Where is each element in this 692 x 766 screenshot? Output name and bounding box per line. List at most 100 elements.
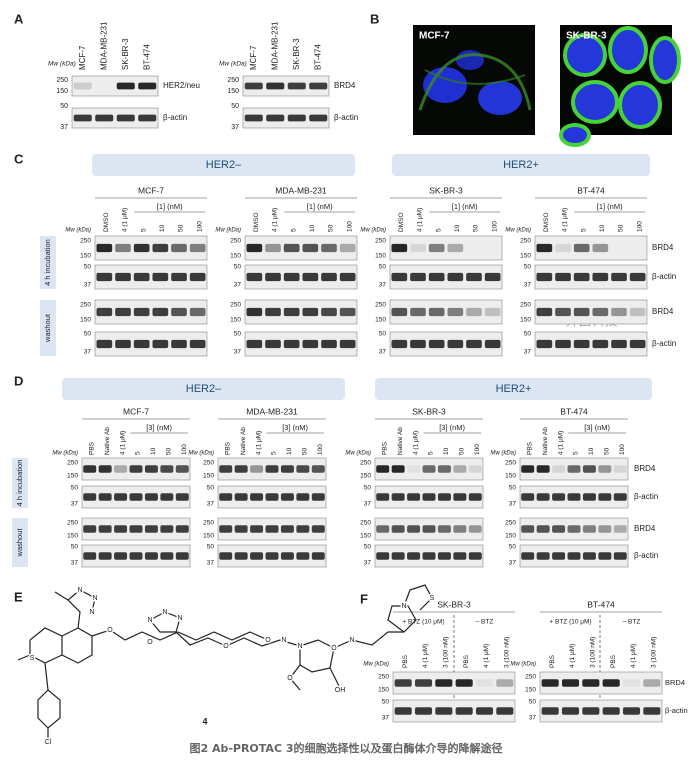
band <box>133 339 150 349</box>
marker: 50 <box>382 699 390 706</box>
band <box>96 243 113 253</box>
blot-label: BRD4 <box>634 464 656 473</box>
band <box>466 339 482 349</box>
band <box>536 339 553 349</box>
band <box>339 307 356 317</box>
blot <box>71 75 159 97</box>
atom: N <box>147 617 152 624</box>
band <box>391 465 405 473</box>
blot-label: BRD4 <box>652 243 674 252</box>
band <box>468 552 482 560</box>
blot <box>539 671 663 695</box>
band <box>219 552 233 560</box>
blot <box>242 107 330 129</box>
band <box>302 339 319 349</box>
band <box>536 243 553 253</box>
mw-label: Mw (kDa) <box>360 228 386 234</box>
band <box>114 465 128 473</box>
marker: 150 <box>230 253 241 260</box>
blot <box>94 235 208 261</box>
lane-label: 4 (1 μM) <box>119 431 126 455</box>
band <box>435 707 453 715</box>
band <box>598 493 612 501</box>
blot <box>392 699 516 723</box>
mw-label: Mw (kDa) <box>215 228 241 234</box>
blot-label: BRD4 <box>334 81 356 90</box>
band <box>376 493 390 501</box>
band <box>133 243 150 253</box>
band <box>582 465 596 473</box>
band <box>144 465 158 473</box>
band <box>296 493 310 501</box>
lane-label: SK-BR-3 <box>121 38 130 70</box>
cell-line: MCF-7 <box>123 406 149 416</box>
band <box>541 707 559 715</box>
lane-label: 3 (100 nM) <box>590 637 597 668</box>
band <box>171 272 187 282</box>
mw-label: Mw (kDa) <box>48 61 76 68</box>
band <box>83 525 97 533</box>
lane-label: 50 <box>302 447 309 455</box>
atom: Cl <box>45 739 52 746</box>
band <box>189 243 206 253</box>
band <box>160 465 174 473</box>
band <box>428 243 445 253</box>
band <box>234 465 248 473</box>
band <box>144 525 158 533</box>
marker: 150 <box>360 473 371 480</box>
band <box>339 339 356 349</box>
lane-label: DMSO <box>103 213 110 233</box>
band <box>265 465 279 473</box>
band <box>129 552 143 560</box>
marker: 250 <box>203 460 214 467</box>
lane-label: 4 (1 μM) <box>569 644 576 668</box>
condition-label: 4 h incubation <box>43 239 52 286</box>
band <box>496 707 514 715</box>
marker: 37 <box>524 349 532 356</box>
band <box>175 525 189 533</box>
band <box>437 552 451 560</box>
blot <box>242 75 330 97</box>
band <box>410 272 426 282</box>
lane-label: 4 (1 μM) <box>122 208 129 232</box>
marker: 250 <box>375 302 386 309</box>
blot <box>534 331 648 357</box>
lane-label: SK-BR-3 <box>292 38 301 70</box>
lane-label: Native Ab <box>397 427 404 455</box>
marker: 37 <box>231 124 239 131</box>
blot-label: β-actin <box>652 272 676 281</box>
band <box>152 243 169 253</box>
band <box>287 114 306 122</box>
marker: 37 <box>524 282 532 289</box>
marker: 250 <box>80 302 91 309</box>
band <box>265 307 281 317</box>
atom: S <box>430 595 435 602</box>
atom: O <box>331 645 337 652</box>
mw-label: Mw (kDa) <box>219 61 247 68</box>
band <box>280 552 294 560</box>
band <box>582 493 596 501</box>
lane-label: 50 <box>604 447 611 455</box>
band <box>133 307 150 317</box>
lane-label: DMSO <box>543 213 550 233</box>
mw-label: Mw (kDa) <box>490 451 516 457</box>
cell-line: MDA-MB-231 <box>275 185 327 195</box>
marker: 150 <box>80 253 91 260</box>
lane-label: 4 (1 μM) <box>412 431 419 455</box>
band <box>475 707 494 715</box>
band <box>422 465 436 473</box>
marker: 50 <box>509 544 517 551</box>
condition-label: washout <box>43 313 52 343</box>
band <box>311 525 325 533</box>
band <box>447 243 464 253</box>
compound-label: 4 <box>202 716 207 726</box>
band <box>98 493 112 501</box>
band <box>521 525 535 533</box>
lane-label: 100 <box>196 221 203 232</box>
lane-label: 5 <box>573 451 580 455</box>
mw-label: Mw (kDa) <box>188 451 214 457</box>
lane-label: 5 <box>290 228 297 232</box>
marker: 150 <box>520 253 531 260</box>
band <box>116 114 135 122</box>
